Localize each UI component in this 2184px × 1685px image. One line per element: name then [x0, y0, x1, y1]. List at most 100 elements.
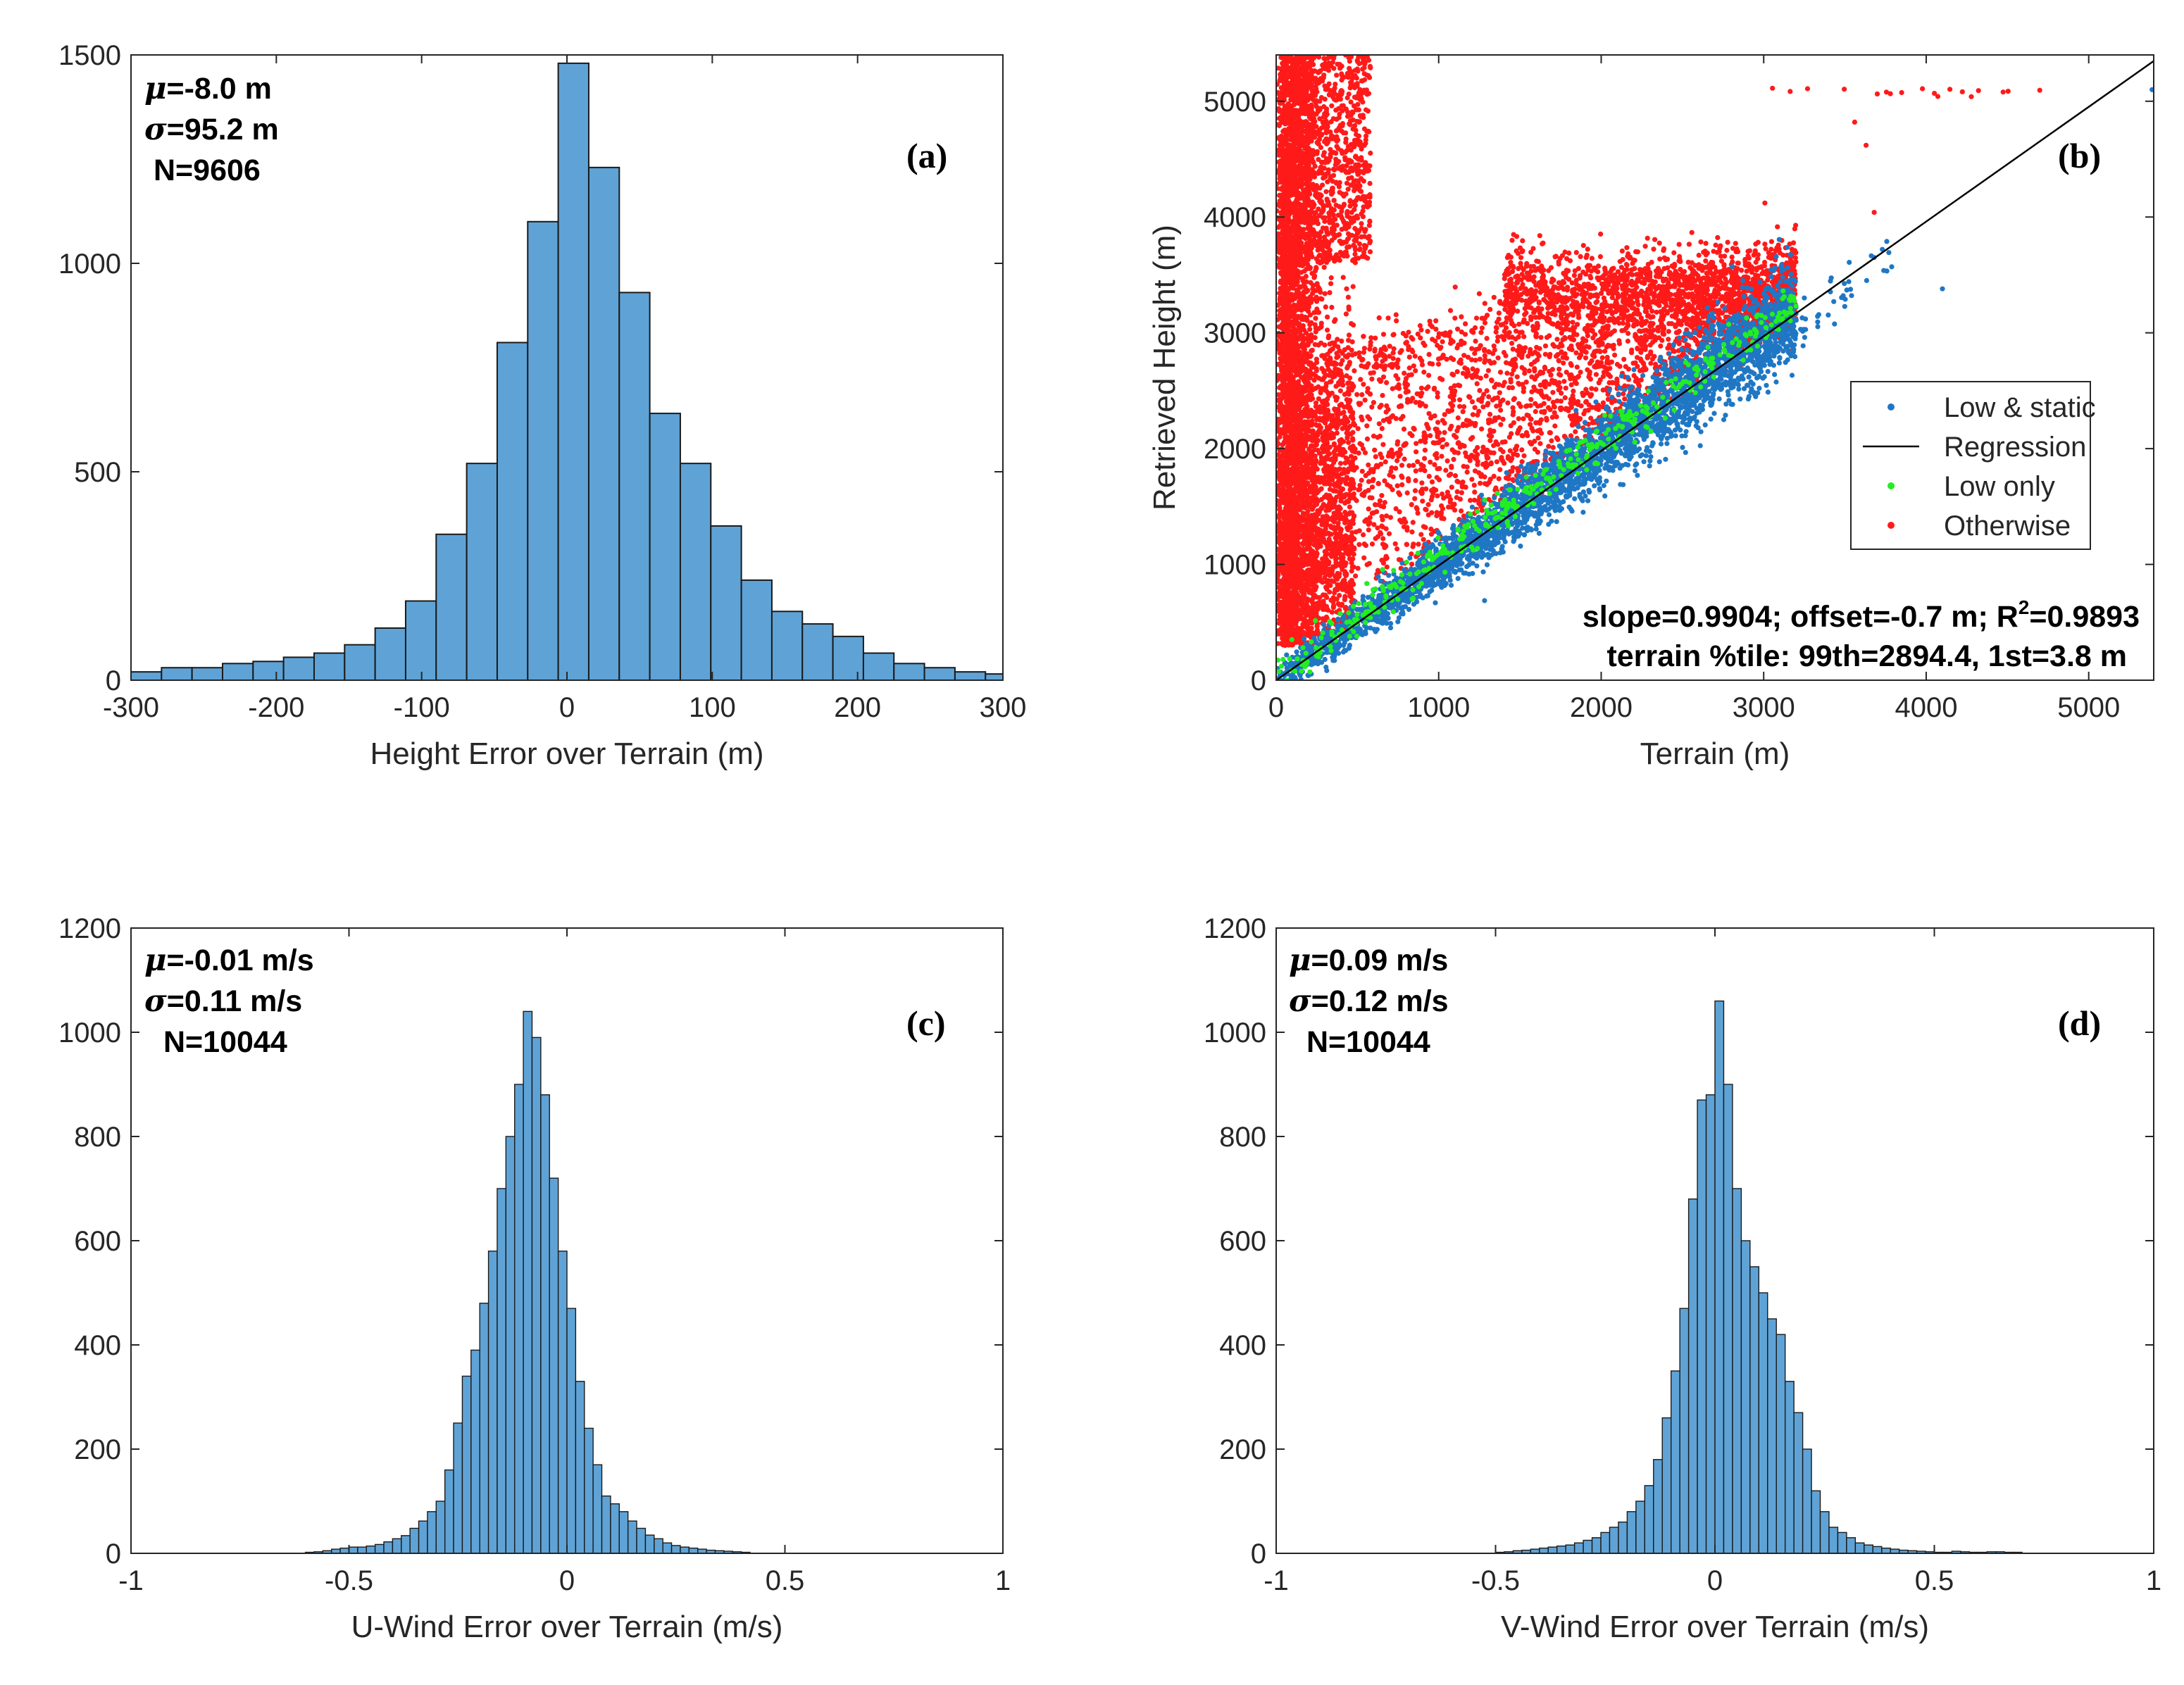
panel-a-bar — [954, 671, 987, 681]
otherwise-point — [1309, 254, 1315, 260]
otherwise-point — [1296, 140, 1302, 146]
otherwise-point — [1309, 199, 1316, 205]
otherwise-point — [1285, 120, 1291, 125]
panel-a-bar — [618, 292, 651, 681]
otherwise-point — [1346, 92, 1352, 97]
otherwise-point — [1285, 444, 1290, 450]
otherwise-point — [1344, 208, 1350, 214]
otherwise-point — [1286, 356, 1292, 362]
otherwise-point — [1351, 103, 1357, 108]
otherwise-point — [1294, 150, 1300, 156]
otherwise-point — [1283, 387, 1289, 394]
otherwise-point — [1337, 96, 1343, 102]
otherwise-point — [1341, 201, 1347, 207]
otherwise-point — [1282, 221, 1287, 227]
panel-a-ytick-label: 500 — [74, 457, 121, 488]
otherwise-point — [1322, 61, 1328, 66]
otherwise-point — [1330, 178, 1335, 184]
otherwise-point — [1284, 286, 1290, 292]
otherwise-point — [1357, 183, 1363, 189]
otherwise-point — [1318, 168, 1323, 173]
otherwise-point — [1278, 342, 1283, 347]
otherwise-point — [1309, 73, 1314, 79]
otherwise-point — [1321, 265, 1327, 270]
otherwise-point — [1314, 306, 1320, 312]
otherwise-point — [1368, 65, 1373, 70]
otherwise-point — [1339, 77, 1344, 83]
otherwise-point — [1359, 155, 1364, 161]
otherwise-point — [1294, 257, 1299, 263]
otherwise-point — [1276, 515, 1282, 520]
otherwise-point — [1291, 302, 1297, 308]
otherwise-point — [1357, 246, 1363, 252]
otherwise-point — [1364, 202, 1370, 208]
otherwise-point — [1313, 232, 1319, 238]
otherwise-point — [1320, 78, 1325, 84]
panel-a-bar — [770, 610, 804, 682]
otherwise-point — [1276, 82, 1280, 87]
panel-a-bar — [221, 663, 254, 682]
otherwise-point — [1287, 583, 1292, 589]
otherwise-point — [1308, 84, 1313, 90]
otherwise-point — [1343, 170, 1349, 175]
otherwise-point — [1354, 227, 1359, 233]
otherwise-point — [1367, 249, 1373, 255]
otherwise-point — [1313, 294, 1319, 300]
otherwise-point — [1321, 153, 1326, 158]
otherwise-point — [1292, 368, 1297, 374]
panel-a-bar — [740, 579, 773, 681]
otherwise-point — [1313, 265, 1319, 271]
panel-a-ytick-label: 0 — [106, 665, 121, 696]
otherwise-point — [1353, 154, 1359, 159]
panel-b-scatter: 0 1000 2000 3000 4000 50000100020003000400050… — [1147, 54, 2154, 771]
otherwise-point — [1292, 582, 1297, 588]
panel-a-bar — [404, 600, 437, 682]
otherwise-point — [1318, 296, 1323, 301]
otherwise-point — [1347, 68, 1353, 73]
panel-a-xtick-label: 100 — [689, 692, 736, 723]
otherwise-point — [1281, 58, 1287, 63]
otherwise-point — [1313, 111, 1319, 117]
otherwise-point — [1288, 320, 1294, 325]
otherwise-point — [1283, 198, 1288, 203]
otherwise-point — [1321, 368, 1326, 373]
otherwise-point — [1299, 72, 1304, 77]
otherwise-point — [1325, 167, 1331, 173]
otherwise-point — [1286, 177, 1292, 182]
otherwise-point — [1325, 335, 1331, 341]
otherwise-point — [1280, 296, 1285, 301]
otherwise-point — [1291, 161, 1297, 167]
otherwise-point — [1316, 213, 1322, 219]
otherwise-point — [1361, 142, 1367, 149]
otherwise-point — [1307, 224, 1313, 230]
otherwise-point — [1334, 73, 1340, 78]
otherwise-point — [1309, 205, 1315, 211]
otherwise-point — [1323, 160, 1328, 165]
panel-a-xtick-label: -100 — [394, 692, 450, 723]
otherwise-point — [1321, 256, 1327, 262]
otherwise-point — [1323, 106, 1330, 112]
otherwise-point — [1356, 119, 1362, 125]
panel-a-xtick-label: -200 — [248, 692, 304, 723]
panel-a-bar — [557, 62, 589, 681]
otherwise-point — [1290, 187, 1296, 192]
otherwise-point — [1350, 258, 1356, 263]
otherwise-point — [1318, 377, 1324, 382]
otherwise-point — [1342, 239, 1348, 245]
otherwise-point — [1310, 396, 1316, 401]
otherwise-point — [1325, 327, 1330, 333]
otherwise-point — [1309, 167, 1315, 173]
otherwise-point — [1353, 198, 1359, 203]
otherwise-point — [1345, 187, 1351, 192]
otherwise-point — [1276, 208, 1280, 214]
otherwise-point — [1283, 642, 1288, 648]
otherwise-point — [1354, 75, 1359, 80]
otherwise-point — [1295, 157, 1302, 163]
otherwise-point — [1353, 82, 1359, 87]
otherwise-point — [1316, 396, 1321, 401]
otherwise-point — [1294, 242, 1299, 247]
otherwise-point — [1340, 103, 1346, 108]
otherwise-point — [1284, 213, 1290, 219]
otherwise-point — [1278, 280, 1283, 285]
